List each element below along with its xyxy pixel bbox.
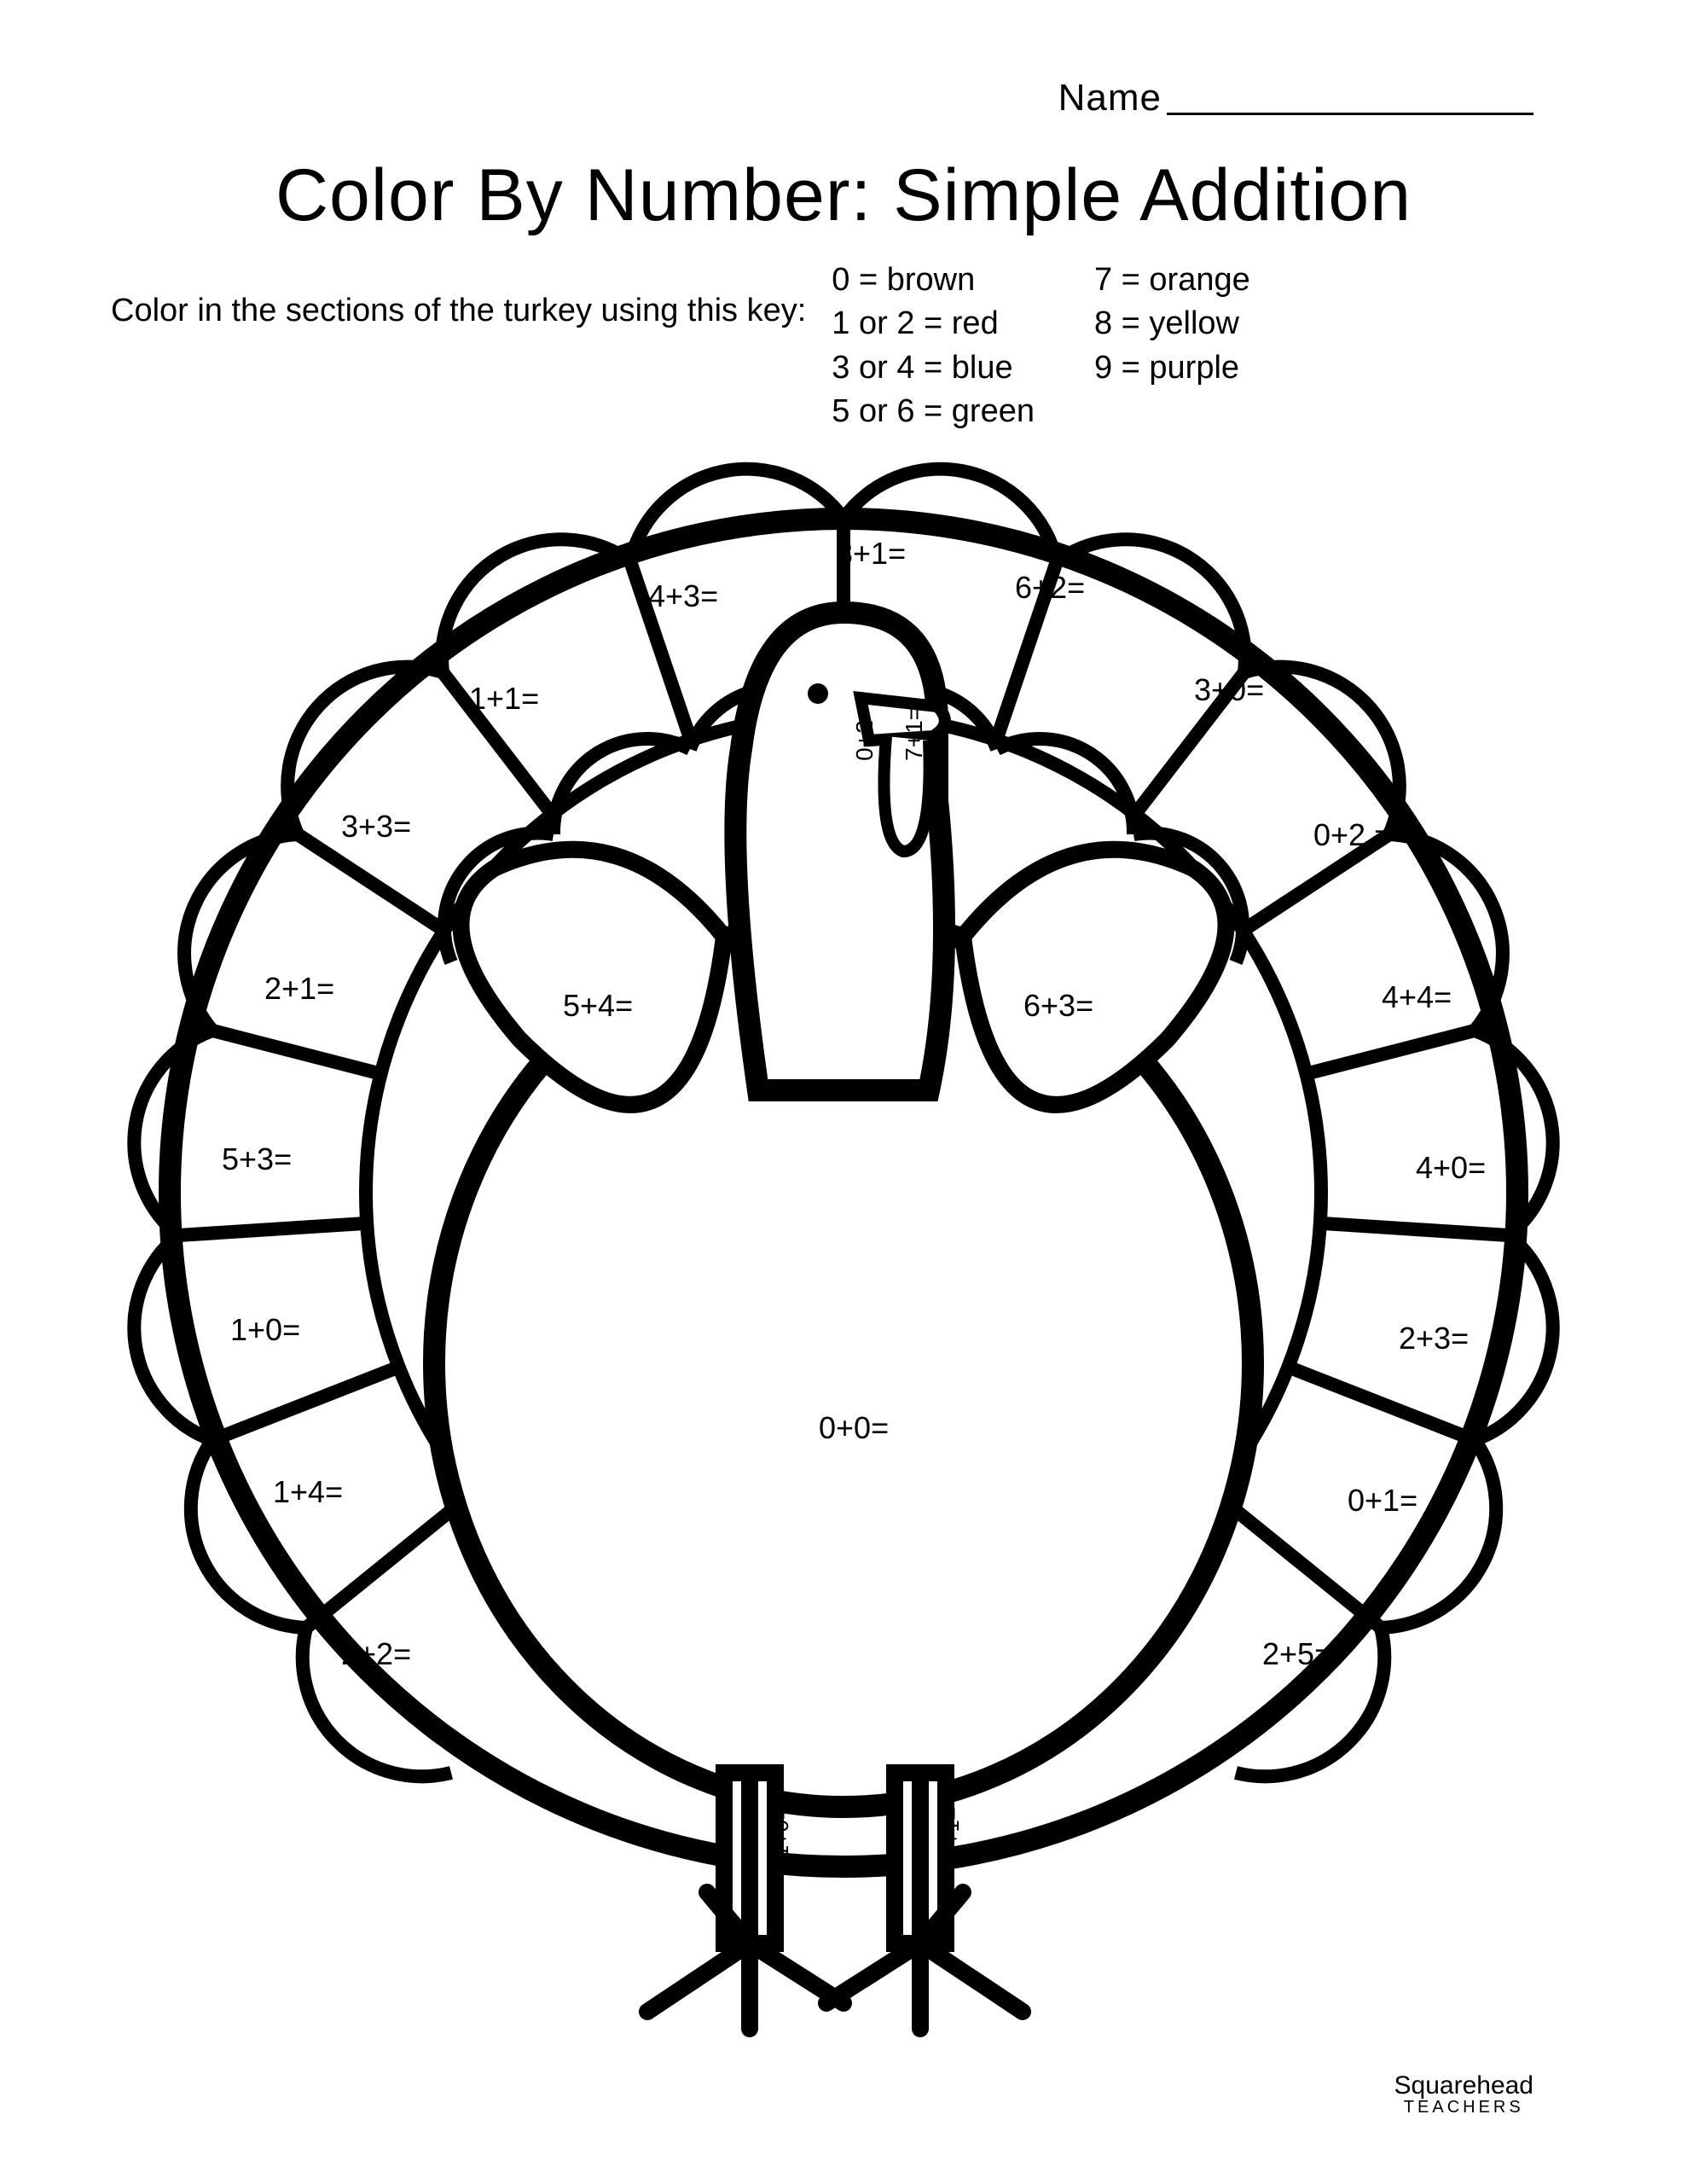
equation-label: 2+1= bbox=[264, 971, 334, 1007]
turkey-illustration: 3+1= 4+3= 1+1= 3+3= 2+1= 5+3= 1+0= 1+4= … bbox=[102, 442, 1585, 2080]
equation-label: 5+4= bbox=[563, 988, 633, 1024]
equation-label: 1+1= bbox=[469, 681, 539, 717]
equation-label: 0+2 = bbox=[1313, 817, 1392, 853]
key-item: 8 = yellow bbox=[1094, 302, 1250, 346]
key-item: 9 = purple bbox=[1094, 346, 1250, 390]
credit-main: Squarehead bbox=[1394, 2073, 1533, 2099]
equation-label: 3+1= bbox=[836, 536, 906, 572]
equation-label: 6+3= bbox=[1023, 988, 1093, 1024]
equation-label: 4+3= bbox=[648, 578, 718, 614]
equation-label: 1+0= bbox=[768, 1807, 794, 1857]
name-field-row: Name bbox=[1058, 77, 1533, 119]
equation-label: 2+3= bbox=[1399, 1321, 1469, 1356]
key-item: 5 or 6 = green bbox=[832, 390, 1035, 433]
name-label: Name bbox=[1058, 77, 1162, 119]
key-item: 0 = brown bbox=[832, 258, 1035, 302]
equation-label: 0+0= bbox=[737, 1807, 763, 1857]
equation-label: 1+4= bbox=[273, 1474, 343, 1510]
equation-label: 7+1= bbox=[901, 706, 928, 761]
equation-label: 5+3= bbox=[222, 1141, 292, 1177]
instructions-row: Color in the sections of the turkey usin… bbox=[111, 258, 1585, 433]
equation-label: 0+0= bbox=[819, 1410, 889, 1446]
page-title: Color By Number: Simple Addition bbox=[102, 154, 1585, 238]
equation-label: 1+0= bbox=[230, 1312, 300, 1348]
credit-badge: Squarehead TEACHERS bbox=[1394, 2073, 1533, 2116]
instructions-text: Color in the sections of the turkey usin… bbox=[111, 258, 806, 329]
equation-label: 3+0= bbox=[1194, 672, 1264, 708]
equation-label: 0+2= bbox=[851, 706, 878, 761]
equation-label: 4+4= bbox=[1382, 979, 1452, 1015]
equation-label: 3+3= bbox=[341, 809, 411, 845]
credit-sub: TEACHERS bbox=[1394, 2099, 1533, 2116]
color-key-col-2: 7 = orange 8 = yellow 9 = purple bbox=[1094, 258, 1250, 433]
color-key: 0 = brown 1 or 2 = red 3 or 4 = blue 5 o… bbox=[832, 258, 1249, 433]
key-item: 1 or 2 = red bbox=[832, 302, 1035, 346]
equation-label: 2+2= bbox=[341, 1636, 411, 1672]
worksheet-page: Name Color By Number: Simple Addition Co… bbox=[0, 0, 1687, 2184]
equation-label: 6+2= bbox=[1015, 570, 1085, 606]
equation-label: 2+5= bbox=[1262, 1636, 1332, 1672]
name-blank-line[interactable] bbox=[1167, 113, 1533, 115]
equation-label: 0+1= bbox=[907, 1807, 934, 1857]
equation-label: 4+0= bbox=[1416, 1150, 1486, 1186]
key-item: 7 = orange bbox=[1094, 258, 1250, 302]
equation-label: 0+1= bbox=[1348, 1483, 1417, 1519]
turkey-svg bbox=[93, 442, 1594, 2063]
color-key-col-1: 0 = brown 1 or 2 = red 3 or 4 = blue 5 o… bbox=[832, 258, 1035, 433]
key-item: 3 or 4 = blue bbox=[832, 346, 1035, 390]
equation-label: 0+1= bbox=[938, 1807, 965, 1857]
